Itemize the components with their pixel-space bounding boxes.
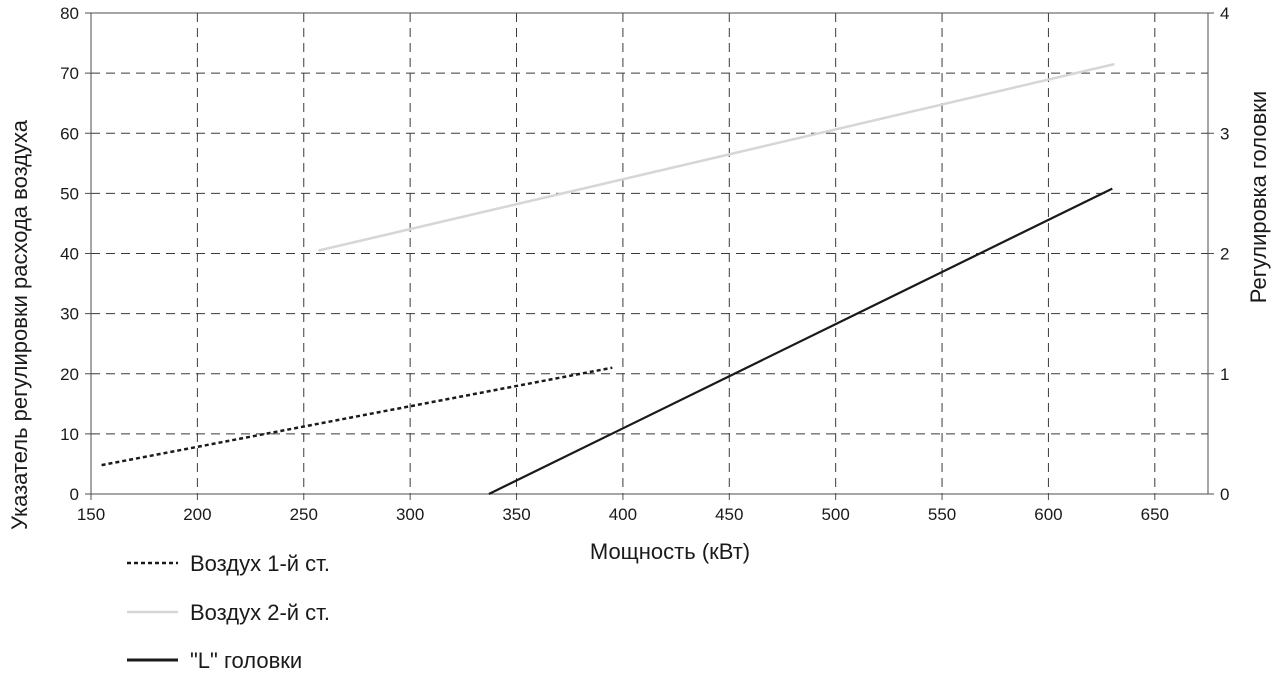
y-tick-label-2: 20 bbox=[60, 365, 79, 384]
x-tick-label-10: 650 bbox=[1141, 505, 1169, 524]
y2-tick-label-0: 0 bbox=[1220, 485, 1229, 504]
y-tick-label-4: 40 bbox=[60, 245, 79, 264]
series-line-0 bbox=[101, 366, 613, 467]
x-tick-label-3: 300 bbox=[396, 505, 424, 524]
y-tick-label-1: 10 bbox=[60, 425, 79, 444]
x-tick-labels: 150 200 250 300 350 400 450 500 550 600 650 bbox=[77, 494, 1169, 524]
x-tick-label-4: 350 bbox=[502, 505, 530, 524]
x-tick-label-7: 500 bbox=[821, 505, 849, 524]
x-axis-title: Мощность (кВт) bbox=[590, 539, 750, 564]
y-tick-label-5: 50 bbox=[60, 184, 79, 203]
y-tick-label-8: 80 bbox=[60, 4, 79, 23]
legend-label-head-l: "L" головки bbox=[190, 648, 302, 673]
y2-axis-title: Регулировка головки bbox=[1246, 91, 1271, 303]
x-tick-label-0: 150 bbox=[77, 505, 105, 524]
x-tick-label-2: 250 bbox=[290, 505, 318, 524]
x-tick-label-8: 550 bbox=[928, 505, 956, 524]
legend-item-air-stage-1: Воздух 1-й ст. bbox=[127, 551, 330, 576]
y2-tick-label-3: 3 bbox=[1220, 124, 1229, 143]
y2-tick-label-1: 1 bbox=[1220, 365, 1229, 384]
x-tick-label-6: 450 bbox=[715, 505, 743, 524]
series-line-2 bbox=[488, 187, 1113, 495]
legend-item-head-l: "L" головки bbox=[127, 648, 302, 673]
y2-tick-label-4: 4 bbox=[1220, 4, 1229, 23]
legend-label-air-stage-1: Воздух 1-й ст. bbox=[190, 551, 330, 576]
grid bbox=[91, 13, 1208, 494]
x-tick-label-9: 600 bbox=[1034, 505, 1062, 524]
series-line-1 bbox=[318, 62, 1115, 252]
y2-tick-labels: 0 1 2 3 4 bbox=[1208, 4, 1229, 504]
series-layer bbox=[101, 62, 1115, 495]
y-axis-title: Указатель регулировки расхода воздуха bbox=[7, 119, 32, 530]
legend-item-air-stage-2: Воздух 2-й ст. bbox=[127, 600, 330, 625]
y-tick-labels: 0 10 20 30 40 50 60 70 80 bbox=[60, 4, 91, 504]
y2-tick-label-2: 2 bbox=[1220, 245, 1229, 264]
y-tick-label-7: 70 bbox=[60, 64, 79, 83]
y-tick-label-3: 30 bbox=[60, 305, 79, 324]
y-tick-label-6: 60 bbox=[60, 124, 79, 143]
legend: Воздух 1-й ст. Воздух 2-й ст. "L" головк… bbox=[127, 551, 330, 673]
x-tick-label-1: 200 bbox=[183, 505, 211, 524]
x-tick-label-5: 400 bbox=[609, 505, 637, 524]
y-tick-label-0: 0 bbox=[70, 485, 79, 504]
legend-label-air-stage-2: Воздух 2-й ст. bbox=[190, 600, 330, 625]
